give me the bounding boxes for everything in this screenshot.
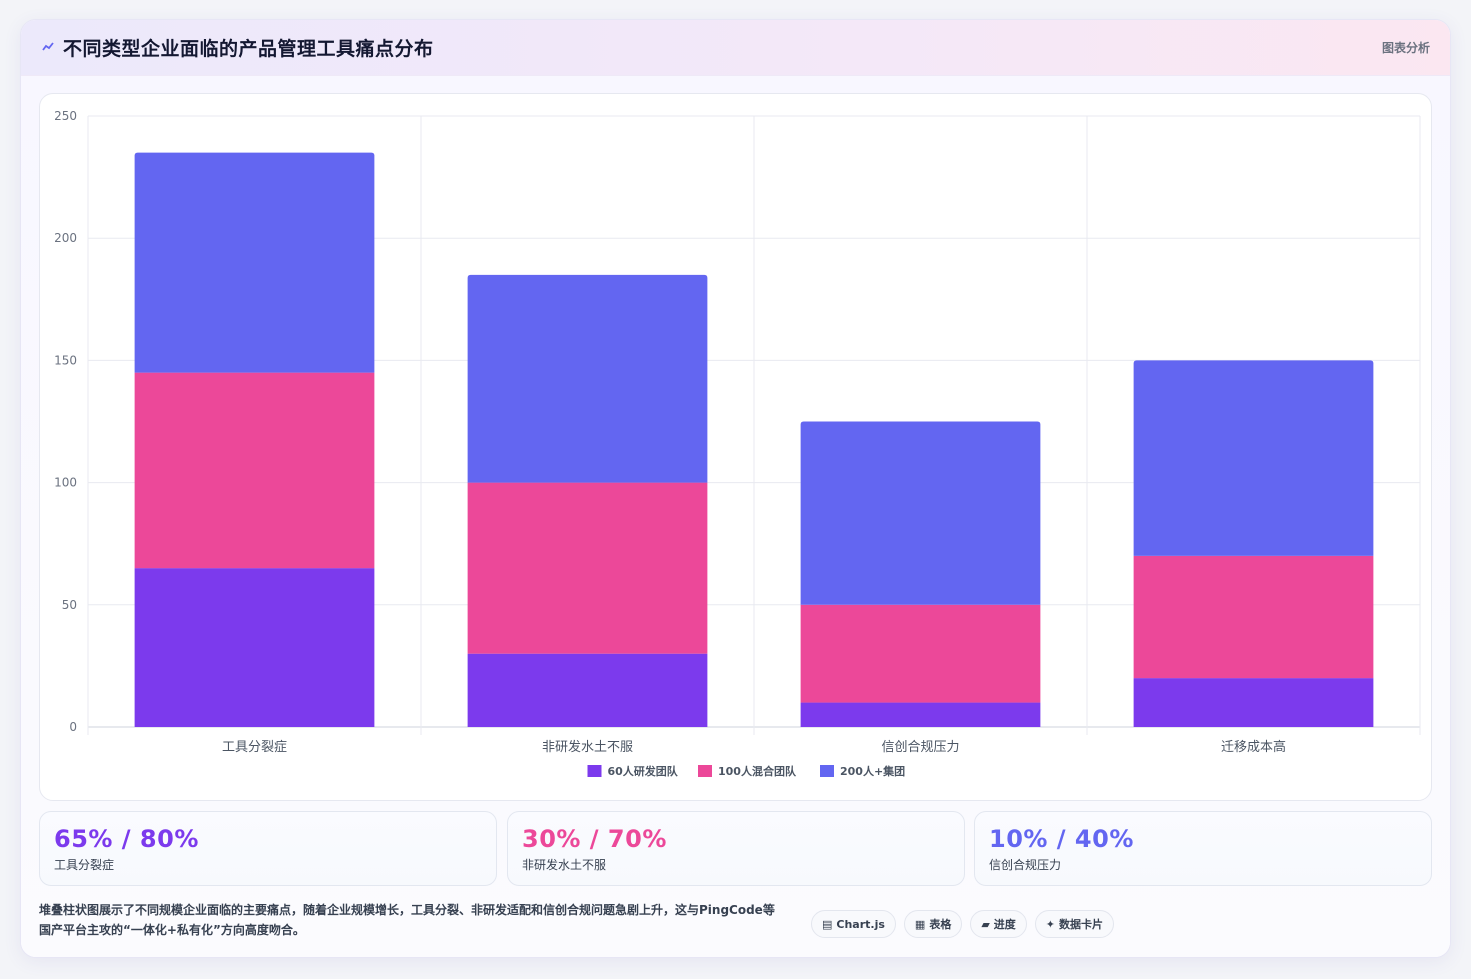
chart-panel: 0 50 100 150 200 250 工具分裂症 非研发水土不服 信创合规压力 迁移成本高 60… — [39, 93, 1432, 801]
stat-card-1: 65% / 80% 工具分裂症 — [39, 811, 497, 886]
table-icon: ▦ — [914, 917, 926, 931]
feature-chips: ▤ Chart.js ▦ 表格 ▰ 进度 ✦ 数据卡片 — [811, 910, 1115, 938]
progress-icon: ▰ — [981, 917, 990, 931]
page-title: 不同类型企业面临的产品管理工具痛点分布 — [63, 38, 434, 60]
legend-swatch — [820, 765, 834, 777]
title-group: 不同类型企业面临的产品管理工具痛点分布 — [41, 34, 434, 61]
bar-segment — [467, 653, 708, 727]
bar-segment — [134, 372, 375, 569]
stat-value: 10% / 40% — [989, 825, 1134, 853]
legend-label: 60人研发团队 — [608, 764, 679, 778]
chip-data-card[interactable]: ✦ 数据卡片 — [1034, 910, 1115, 938]
bar-segment — [134, 568, 375, 727]
bar-segment — [1133, 678, 1374, 727]
y-tick-label: 150 — [54, 353, 77, 367]
legend-label: 100人混合团队 — [718, 764, 797, 778]
card-body: 0 50 100 150 200 250 工具分裂症 非研发水土不服 信创合规压力 迁移成本高 60… — [21, 76, 1450, 957]
y-tick-label: 0 — [69, 720, 77, 734]
chip-table[interactable]: ▦ 表格 — [903, 910, 963, 938]
footer: 堆叠柱状图展示了不同规模企业面临的主要痛点，随着企业规模增长，工具分裂、非研发适… — [39, 898, 1432, 948]
bar-segment — [467, 274, 708, 483]
x-tick-label: 信创合规压力 — [881, 740, 959, 755]
bar-segment — [800, 702, 1041, 727]
chart-icon: ▤ — [822, 917, 833, 931]
x-tick-label: 非研发水土不服 — [542, 739, 633, 755]
x-tick-label: 迁移成本高 — [1221, 739, 1286, 755]
chart-card: 不同类型企业面临的产品管理工具痛点分布 图表分析 0 50 100 150 200 250… — [20, 19, 1451, 958]
stat-card-2: 30% / 70% 非研发水土不服 — [507, 811, 965, 886]
x-tick-label: 工具分裂症 — [222, 740, 287, 755]
bar-segment — [1133, 555, 1374, 679]
stat-card-3: 10% / 40% 信创合规压力 — [974, 811, 1432, 886]
legend-swatch — [587, 765, 602, 777]
chip-label: 数据卡片 — [1059, 918, 1104, 931]
y-tick-label: 50 — [62, 598, 77, 612]
chip-label: Chart.js — [836, 917, 885, 931]
stat-label: 信创合规压力 — [989, 858, 1062, 872]
legend-swatch — [698, 765, 712, 777]
bar-segment — [800, 604, 1041, 703]
stat-label: 非研发水土不服 — [522, 858, 607, 872]
bar-segment — [800, 421, 1041, 605]
chip-progress[interactable]: ▰ 进度 — [970, 910, 1027, 938]
stat-label: 工具分裂症 — [54, 858, 115, 872]
chart-line-icon — [41, 41, 55, 55]
y-tick-label: 250 — [54, 109, 77, 123]
bar-segment — [134, 152, 375, 373]
chip-label: 进度 — [993, 918, 1016, 931]
y-tick-label: 200 — [54, 231, 77, 245]
card-icon: ✦ — [1045, 917, 1056, 931]
bar-segment — [1133, 360, 1374, 556]
footer-description: 堆叠柱状图展示了不同规模企业面临的主要痛点，随着企业规模增长，工具分裂、非研发适… — [39, 903, 775, 937]
chip-label: 表格 — [929, 918, 952, 931]
stat-value: 30% / 70% — [522, 825, 667, 853]
stat-cards: 65% / 80% 工具分裂症 30% / 70% 非研发水土不服 10% / … — [39, 811, 1432, 886]
stacked-bar-chart: 0 50 100 150 200 250 工具分裂症 非研发水土不服 信创合规压力 迁移成本高 60… — [54, 109, 1421, 778]
header-tag: 图表分析 — [1381, 41, 1430, 55]
card-header: 不同类型企业面临的产品管理工具痛点分布 图表分析 — [21, 20, 1450, 76]
chip-chartjs[interactable]: ▤ Chart.js — [811, 910, 896, 938]
bar-segment — [467, 482, 708, 654]
legend-label: 200人+集团 — [840, 764, 905, 778]
y-tick-label: 100 — [54, 476, 77, 490]
stat-value: 65% / 80% — [54, 825, 199, 853]
